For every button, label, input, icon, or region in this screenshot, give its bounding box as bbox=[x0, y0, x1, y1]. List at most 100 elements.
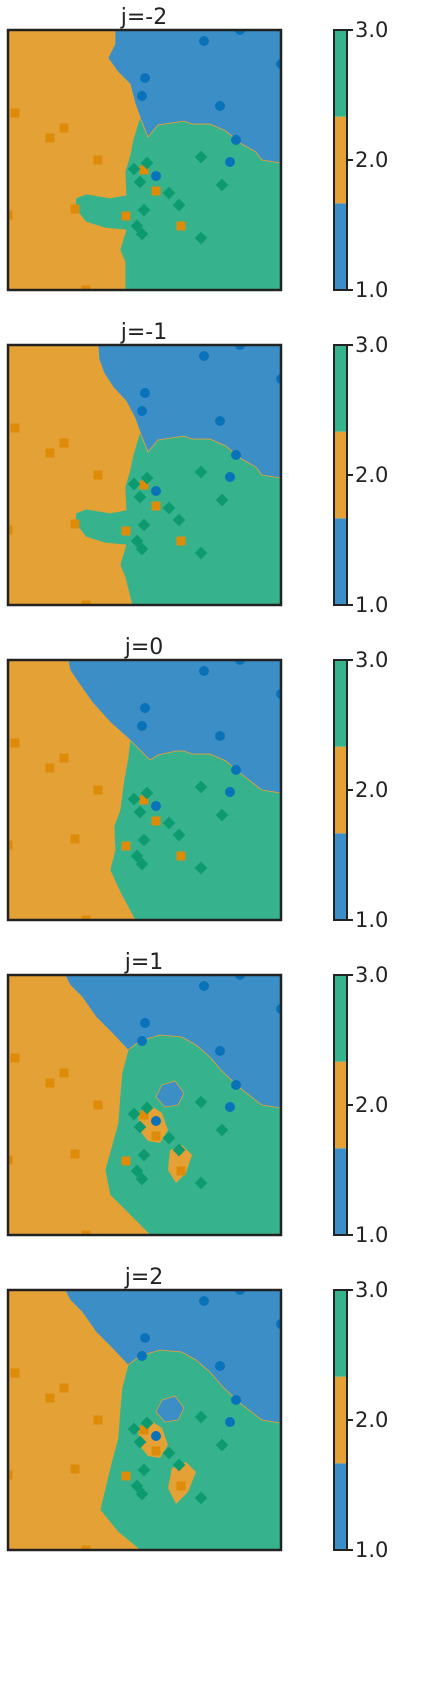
region-class-1-island-0 bbox=[155, 1080, 185, 1108]
colorbar-tick-label: 3.0 bbox=[355, 18, 388, 42]
panel-0: j=-2 1.0 2.0 3.0 bbox=[0, 0, 425, 320]
point-class-1 bbox=[151, 1431, 161, 1441]
point-class-2 bbox=[151, 1446, 161, 1456]
point-class-2 bbox=[45, 763, 55, 773]
point-class-2 bbox=[93, 470, 103, 480]
point-class-1 bbox=[140, 1333, 150, 1343]
plot-title: j=2 bbox=[124, 1265, 164, 1290]
colorbar-band-2 bbox=[334, 746, 347, 834]
colorbar-band-2 bbox=[334, 1376, 347, 1464]
point-class-1 bbox=[225, 157, 235, 167]
colorbar-band-3 bbox=[334, 30, 347, 117]
point-class-2 bbox=[10, 108, 20, 118]
region-class-1 bbox=[67, 660, 281, 794]
point-class-2 bbox=[8, 210, 13, 220]
point-class-3 bbox=[194, 150, 208, 164]
colorbar-band-3 bbox=[334, 1290, 347, 1377]
point-class-1 bbox=[231, 135, 241, 145]
point-class-2 bbox=[59, 1383, 69, 1393]
point-class-2 bbox=[81, 285, 91, 290]
point-class-2 bbox=[139, 480, 149, 490]
point-class-2 bbox=[45, 1393, 55, 1403]
colorbar: 1.0 2.0 3.0 bbox=[333, 1278, 388, 1562]
point-class-1 bbox=[199, 981, 209, 991]
point-class-1 bbox=[215, 731, 225, 741]
plot-frame bbox=[6, 658, 283, 922]
point-class-2 bbox=[70, 519, 80, 529]
colorbar: 1.0 2.0 3.0 bbox=[333, 648, 388, 932]
point-class-2 bbox=[59, 753, 69, 763]
colorbar-band-1 bbox=[334, 833, 347, 920]
point-class-2 bbox=[81, 1545, 91, 1550]
point-class-1 bbox=[215, 1361, 225, 1371]
point-class-2 bbox=[176, 851, 186, 861]
point-class-3 bbox=[215, 493, 229, 507]
point-class-3 bbox=[127, 162, 141, 176]
colorbar-tick-label: 3.0 bbox=[355, 963, 388, 987]
point-class-2 bbox=[121, 526, 131, 536]
point-class-2 bbox=[59, 123, 69, 133]
point-class-1 bbox=[140, 73, 150, 83]
region-class-1 bbox=[107, 30, 281, 164]
data-points bbox=[8, 30, 281, 290]
point-class-1 bbox=[137, 406, 147, 416]
point-class-2 bbox=[93, 1100, 103, 1110]
panel-1: j=-1 1.0 2.0 3.0 bbox=[0, 315, 425, 635]
plot-frame bbox=[6, 28, 283, 292]
point-class-2 bbox=[70, 204, 80, 214]
panel-3-svg: j=1 1.0 2.0 3.0 bbox=[6, 950, 388, 1247]
colorbar-band-2 bbox=[334, 116, 347, 204]
plot-title: j=-2 bbox=[120, 5, 167, 30]
point-class-1 bbox=[215, 1046, 225, 1056]
point-class-3 bbox=[130, 219, 144, 233]
colorbar: 1.0 2.0 3.0 bbox=[333, 18, 388, 302]
point-class-2 bbox=[121, 1156, 131, 1166]
plot-frame bbox=[6, 973, 283, 1237]
colorbar-tick-label: 1.0 bbox=[355, 1223, 388, 1247]
plot-frame bbox=[6, 1288, 283, 1552]
point-class-2 bbox=[10, 1053, 20, 1063]
point-class-3 bbox=[162, 186, 176, 200]
point-class-3 bbox=[172, 198, 186, 212]
point-class-1 bbox=[140, 388, 150, 398]
point-class-2 bbox=[70, 1149, 80, 1159]
point-class-2 bbox=[93, 785, 103, 795]
colorbar-band-2 bbox=[334, 1061, 347, 1149]
point-class-3 bbox=[133, 175, 147, 189]
point-class-1 bbox=[225, 787, 235, 797]
point-class-1 bbox=[140, 703, 150, 713]
point-class-2 bbox=[10, 1368, 20, 1378]
colorbar-tick-label: 3.0 bbox=[355, 1278, 388, 1302]
colorbar-tick-label: 1.0 bbox=[355, 908, 388, 932]
point-class-2 bbox=[70, 1464, 80, 1474]
point-class-1 bbox=[199, 666, 209, 676]
region-class-1 bbox=[64, 975, 281, 1109]
colorbar-band-3 bbox=[334, 975, 347, 1062]
colorbar-band-1 bbox=[334, 1148, 347, 1235]
point-class-2 bbox=[70, 834, 80, 844]
point-class-1 bbox=[225, 1417, 235, 1427]
plot-title: j=1 bbox=[124, 950, 164, 975]
point-class-1 bbox=[151, 1116, 161, 1126]
panel-2: j=0 1.0 2.0 3.0 bbox=[0, 630, 425, 950]
colorbar: 1.0 2.0 3.0 bbox=[333, 333, 388, 617]
point-class-1 bbox=[137, 1351, 147, 1361]
point-class-2 bbox=[139, 795, 149, 805]
point-class-1 bbox=[199, 351, 209, 361]
region-class-1 bbox=[64, 1290, 281, 1424]
point-class-1 bbox=[231, 450, 241, 460]
point-class-3 bbox=[135, 227, 149, 241]
point-class-2 bbox=[93, 155, 103, 165]
point-class-3 bbox=[215, 178, 229, 192]
colorbar-tick-label: 2.0 bbox=[355, 778, 388, 802]
point-class-1 bbox=[215, 101, 225, 111]
colorbar-tick-label: 2.0 bbox=[355, 1408, 388, 1432]
point-class-1 bbox=[151, 486, 161, 496]
point-class-2 bbox=[8, 1470, 13, 1480]
point-class-2 bbox=[81, 1230, 91, 1235]
point-class-3 bbox=[162, 501, 176, 515]
plot-title: j=-1 bbox=[120, 320, 167, 345]
point-class-1 bbox=[140, 1018, 150, 1028]
region-class-2-island-1 bbox=[168, 1145, 192, 1183]
colorbar-tick-label: 2.0 bbox=[355, 148, 388, 172]
